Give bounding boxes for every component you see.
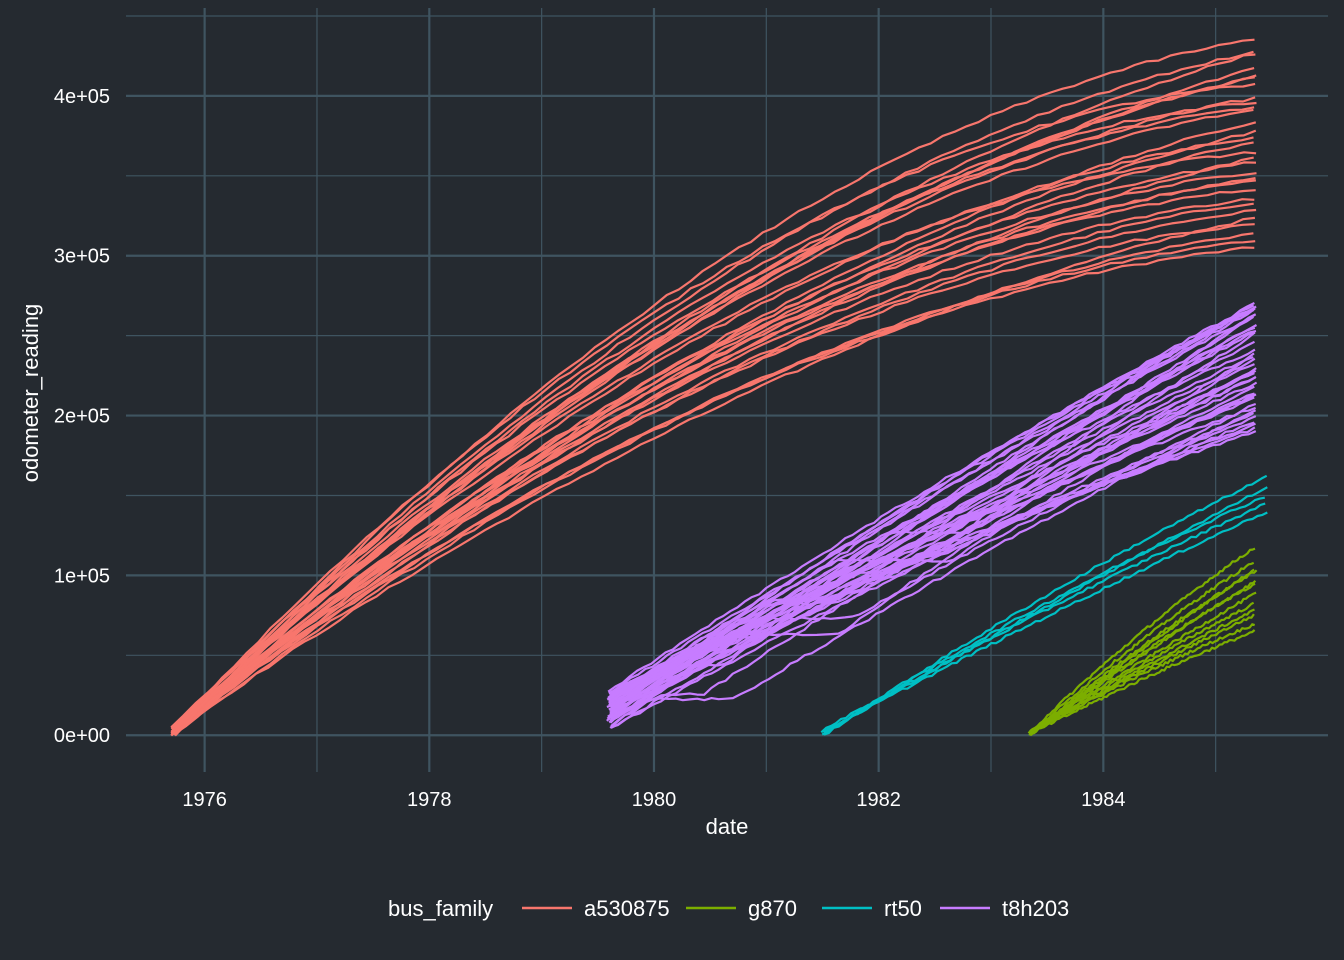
series-line-t8h203 [609,315,1255,714]
series-line-a530875 [174,38,1255,737]
series-line-a530875 [171,240,1256,731]
x-tick-label: 1980 [632,789,677,811]
series-line-g870 [1029,569,1258,736]
series-line-a530875 [171,67,1255,733]
series-line-t8h203 [609,304,1255,708]
y-tick-label: 0e+00 [54,725,110,747]
series-line-a530875 [173,208,1257,734]
y-axis-ticks: 0e+00 1e+05 2e+05 3e+05 4e+05 [54,86,110,747]
legend-title: bus_family [388,896,493,921]
y-axis-title: odometer_reading [18,304,43,483]
series-line-g870 [1030,568,1255,736]
legend-label-g870: g870 [748,896,797,921]
series-line-rt50 [823,474,1268,736]
x-tick-label: 1982 [856,789,901,811]
legend-label-t8h203: t8h203 [1002,896,1069,921]
series-line-a530875 [170,141,1254,734]
series-line-a530875 [173,232,1254,736]
series-t8h203 [606,302,1258,729]
series-line-a530875 [173,82,1256,730]
legend-label-a530875: a530875 [584,896,670,921]
y-tick-label: 2e+05 [54,406,110,428]
series-line-a530875 [172,108,1254,730]
legend-label-rt50: rt50 [884,896,922,921]
series-line-t8h203 [609,307,1256,729]
series-rt50 [820,474,1268,736]
legend: bus_family a530875 g870 rt50 t8h203 [388,896,1069,921]
series-line-t8h203 [610,409,1257,722]
y-tick-label: 4e+05 [54,86,110,108]
series-line-t8h203 [609,305,1257,713]
series-line-a530875 [171,216,1256,735]
x-axis-ticks: 1976 1978 1980 1982 1984 [182,789,1125,811]
series-line-g870 [1029,591,1257,735]
series-a530875 [170,38,1257,737]
x-tick-label: 1976 [182,789,227,811]
series-g870 [1027,547,1258,736]
x-axis-title: date [706,814,749,839]
series-line-g870 [1031,601,1255,735]
series-line-a530875 [172,50,1254,731]
series-layer [170,38,1268,737]
y-tick-label: 3e+05 [54,246,110,268]
y-tick-label: 1e+05 [54,565,110,587]
series-line-rt50 [821,486,1268,736]
x-tick-label: 1984 [1081,789,1126,811]
series-line-rt50 [823,496,1265,736]
series-line-t8h203 [608,340,1255,700]
series-line-g870 [1029,561,1255,736]
series-line-a530875 [170,53,1256,736]
series-line-t8h203 [609,302,1255,715]
series-line-t8h203 [610,369,1257,729]
series-line-t8h203 [607,306,1256,693]
series-line-g870 [1029,547,1256,732]
series-line-a530875 [170,129,1257,734]
series-line-g870 [1031,579,1257,733]
x-tick-label: 1978 [407,789,452,811]
series-line-a530875 [172,121,1257,729]
series-line-g870 [1028,629,1256,736]
series-line-a530875 [170,156,1254,733]
